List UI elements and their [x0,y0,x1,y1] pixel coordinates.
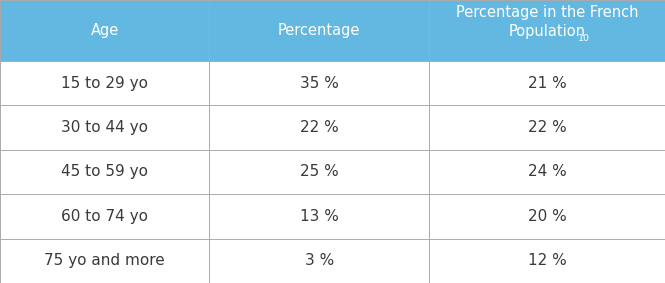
Bar [429,105,665,150]
Bar [429,239,665,283]
Text: 75 yo and more: 75 yo and more [45,253,165,268]
Bar [209,0,429,61]
Text: 24 %: 24 % [527,164,567,179]
Text: 13 %: 13 % [300,209,338,224]
Bar [209,239,429,283]
Text: Percentage in the French
Population: Percentage in the French Population [456,5,638,39]
Text: Percentage: Percentage [278,23,360,38]
Bar [429,150,665,194]
Text: 60 to 74 yo: 60 to 74 yo [61,209,148,224]
Bar [0,150,209,194]
Text: 45 to 59 yo: 45 to 59 yo [61,164,148,179]
Text: 30 to 44 yo: 30 to 44 yo [61,120,148,135]
Text: 10: 10 [577,34,590,43]
Text: 3 %: 3 % [305,253,334,268]
Bar [0,105,209,150]
Bar [0,0,209,61]
Text: 20 %: 20 % [527,209,567,224]
Bar [209,194,429,239]
Bar [0,61,209,105]
Text: 12 %: 12 % [527,253,567,268]
Bar [429,0,665,61]
Text: Age: Age [90,23,119,38]
Text: 22 %: 22 % [527,120,567,135]
Bar [209,150,429,194]
Text: 21 %: 21 % [527,76,567,91]
Text: 15 to 29 yo: 15 to 29 yo [61,76,148,91]
Bar [209,61,429,105]
Text: 22 %: 22 % [300,120,338,135]
Bar [429,194,665,239]
Bar [209,105,429,150]
Bar [429,61,665,105]
Bar [0,239,209,283]
Text: 25 %: 25 % [300,164,338,179]
Bar [0,194,209,239]
Text: 35 %: 35 % [300,76,338,91]
